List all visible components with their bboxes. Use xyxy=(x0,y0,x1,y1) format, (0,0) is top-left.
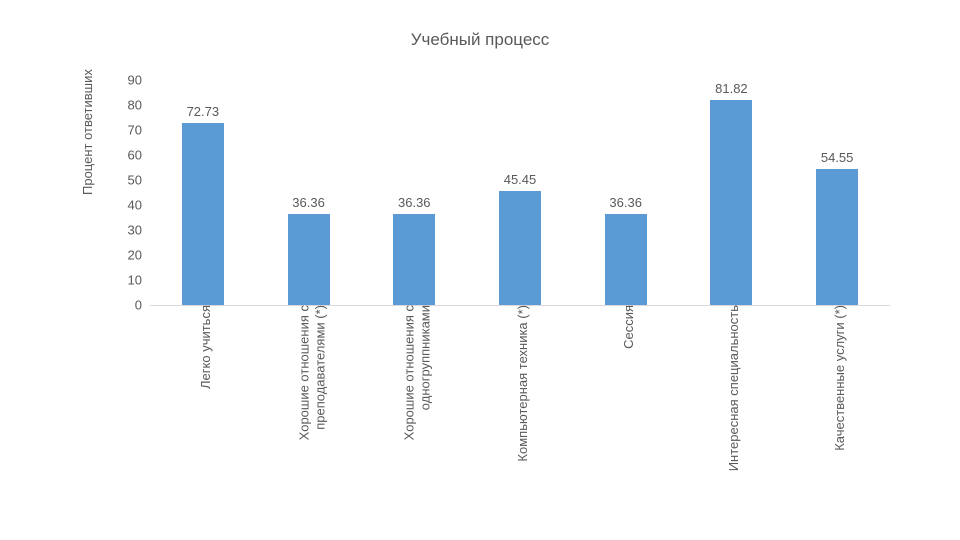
bar xyxy=(710,100,752,305)
x-axis-category-label: Легко учиться xyxy=(192,305,214,389)
x-axis-category-label: Качественные услуги (*) xyxy=(826,305,848,451)
y-tick-label: 80 xyxy=(128,98,142,113)
bar-value-label: 54.55 xyxy=(821,150,854,165)
y-tick-label: 70 xyxy=(128,123,142,138)
bar-slot: 36.36Хорошие отношения с преподавателями… xyxy=(256,80,362,305)
bar-value-label: 81.82 xyxy=(715,81,748,96)
y-tick-label: 20 xyxy=(128,248,142,263)
bar-slot: 45.45Компьютерная техника (*) xyxy=(467,80,573,305)
x-axis-category-label: Компьютерная техника (*) xyxy=(509,305,531,462)
bar xyxy=(605,214,647,305)
bar-slot: 81.82Интересная специальность xyxy=(679,80,785,305)
chart-title: Учебный процесс xyxy=(0,30,960,50)
bar-value-label: 36.36 xyxy=(609,195,642,210)
x-axis-category-label: Хорошие отношения с преподавателями (*) xyxy=(290,305,327,495)
bar xyxy=(816,169,858,305)
x-axis-category-label: Интересная специальность xyxy=(721,305,743,471)
x-axis-category-label: Сессия xyxy=(615,305,637,349)
bar-value-label: 36.36 xyxy=(292,195,325,210)
x-axis-category-label: Хорошие отношения с одногруппниками xyxy=(396,305,433,495)
bar-slot: 54.55Качественные услуги (*) xyxy=(784,80,890,305)
y-tick-label: 60 xyxy=(128,148,142,163)
bar xyxy=(393,214,435,305)
bar-value-label: 36.36 xyxy=(398,195,431,210)
chart-container: Учебный процесс Процент ответивших 01020… xyxy=(0,0,960,540)
bar-slot: 72.73Легко учиться xyxy=(150,80,256,305)
y-tick-label: 30 xyxy=(128,223,142,238)
y-tick-label: 0 xyxy=(135,298,142,313)
bar xyxy=(182,123,224,305)
y-axis-title: Процент ответивших xyxy=(80,69,95,195)
y-tick-label: 90 xyxy=(128,73,142,88)
bar-value-label: 72.73 xyxy=(187,104,220,119)
y-tick-label: 40 xyxy=(128,198,142,213)
plot-area: 010203040506070809072.73Легко учиться36.… xyxy=(150,80,890,306)
bar xyxy=(288,214,330,305)
y-tick-label: 50 xyxy=(128,173,142,188)
bar xyxy=(499,191,541,305)
bar-value-label: 45.45 xyxy=(504,172,537,187)
bar-slot: 36.36Хорошие отношения с одногруппниками xyxy=(361,80,467,305)
bar-slot: 36.36Сессия xyxy=(573,80,679,305)
y-tick-label: 10 xyxy=(128,273,142,288)
